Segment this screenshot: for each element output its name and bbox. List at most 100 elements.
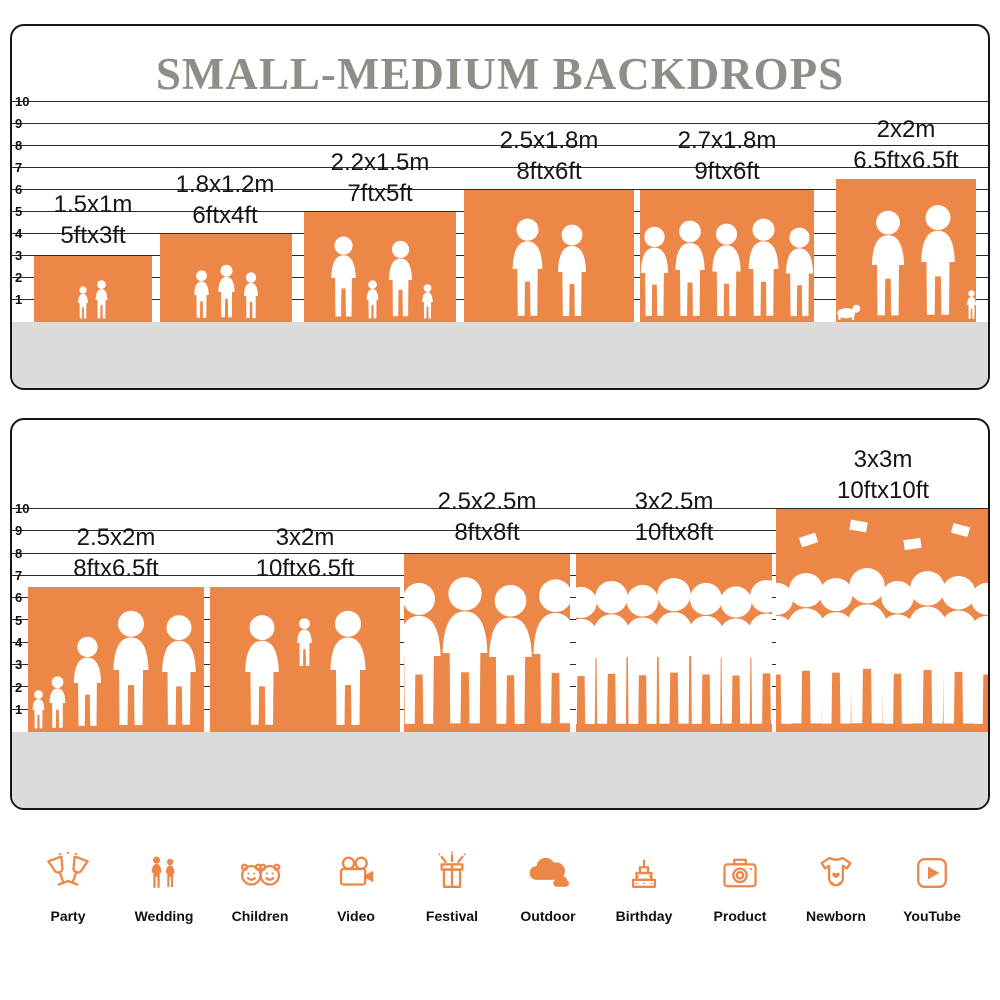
- size-label: 1.5x1m 5ftx3ft: [18, 189, 168, 251]
- person-silhouette: [532, 579, 570, 724]
- backdrop-bar: [160, 234, 292, 322]
- category-label: Wedding: [134, 908, 194, 924]
- size-metric: 3x2.5m: [634, 487, 714, 515]
- page-title: SMALL-MEDIUM BACKDROPS: [155, 49, 845, 99]
- backdrop-bar: [836, 179, 976, 322]
- size-metric: 1.8x1.2m: [175, 170, 275, 198]
- scale-number: 6: [15, 182, 23, 197]
- people-silhouette: [836, 204, 976, 320]
- scale-number: 8: [15, 546, 23, 561]
- person-silhouette: [965, 582, 988, 724]
- size-feet: 5ftx3ft: [60, 221, 126, 249]
- category-label: Outdoor: [520, 908, 576, 924]
- backdrop-bar: [576, 554, 772, 732]
- graduation-cap-icon: [798, 532, 819, 548]
- dog-silhouette: [836, 304, 860, 320]
- person-silhouette: [330, 610, 365, 725]
- people-silhouette: [212, 610, 398, 730]
- person-silhouette: [366, 280, 378, 319]
- person-silhouette: [421, 284, 433, 319]
- size-metric: 2.5x2m: [76, 523, 156, 551]
- gridline: [12, 530, 988, 531]
- category-newborn: Newborn: [792, 838, 880, 924]
- category-label: YouTube: [903, 908, 961, 924]
- size-feet: 6ftx4ft: [192, 201, 258, 229]
- scale-number: 3: [15, 657, 23, 672]
- gridline: [12, 189, 988, 190]
- person-silhouette: [113, 610, 148, 725]
- person-silhouette: [512, 218, 543, 316]
- category-festival: Festival: [408, 838, 496, 924]
- gridline: [12, 123, 988, 124]
- people-silhouette: [36, 280, 150, 320]
- people-silhouette: [776, 567, 988, 730]
- scale-number: 6: [15, 590, 23, 605]
- person-silhouette: [95, 280, 108, 319]
- category-label: Children: [231, 908, 289, 924]
- size-metric: 2.5x1.8m: [499, 126, 599, 154]
- children-faces-icon: [237, 838, 283, 896]
- backdrop-bar: [464, 190, 634, 322]
- category-party: Party: [24, 838, 112, 924]
- size-feet: 8ftx6ft: [516, 157, 582, 185]
- gridline: [12, 553, 988, 554]
- product-camera-icon: [717, 838, 763, 896]
- size-label: 2.5x1.8m 8ftx6ft: [444, 125, 654, 187]
- newborn-onesie-icon: [813, 838, 859, 896]
- youtube-play-icon: [909, 838, 955, 896]
- lifted-child-silhouette: [296, 618, 312, 666]
- scale-number: 7: [15, 160, 23, 175]
- size-label: 1.8x1.2m 6ftx4ft: [125, 169, 325, 231]
- size-label: 2x2m 6.5ftx6.5ft: [806, 114, 988, 176]
- person-silhouette: [743, 579, 772, 724]
- people-silhouette: [306, 236, 454, 320]
- category-label: Newborn: [806, 908, 866, 924]
- scale-number: 4: [15, 226, 23, 241]
- party-glasses-icon: [45, 838, 91, 896]
- person-silhouette: [920, 205, 955, 315]
- category-birthday: Birthday: [600, 838, 688, 924]
- wedding-couple-icon: [142, 838, 186, 896]
- size-metric: 2.5x2.5m: [437, 487, 537, 515]
- scale-number: 7: [15, 568, 23, 583]
- category-youtube: YouTube: [888, 838, 976, 924]
- floor-strip: [12, 732, 988, 808]
- graduation-cap-icon: [849, 519, 868, 533]
- size-metric: 2x2m: [876, 115, 936, 143]
- panel-small-medium: SMALL-MEDIUM BACKDROPS 10 9 8 7 6 5 4 3 …: [10, 24, 990, 390]
- backdrop-bar: [404, 554, 570, 732]
- person-silhouette: [244, 615, 279, 725]
- size-metric: 1.5x1m: [53, 190, 133, 218]
- video-camera-icon: [333, 838, 379, 896]
- person-silhouette: [49, 676, 65, 728]
- category-label: Video: [337, 908, 375, 924]
- size-label: 2.5x2.5m 8ftx8ft: [382, 486, 592, 548]
- scale-number: 8: [15, 138, 23, 153]
- scale-number: 2: [15, 680, 23, 695]
- gridline: [12, 167, 988, 168]
- festival-gift-icon: [429, 838, 475, 896]
- size-label: 3x3m 10ftx10ft: [777, 444, 988, 506]
- scale-number: 9: [15, 116, 23, 131]
- panel-large: 10 9 8 7 6 5 4 3 2 1 2.5x2m 8ftx6.5ft 3x…: [10, 418, 990, 810]
- person-silhouette: [748, 218, 779, 316]
- scale-number: 3: [15, 248, 23, 263]
- gridline: [12, 101, 988, 102]
- size-feet: 7ftx5ft: [347, 179, 413, 207]
- person-silhouette: [712, 223, 741, 316]
- person-silhouette: [675, 220, 705, 316]
- size-label: 3x2m 10ftx6.5ft: [195, 522, 415, 584]
- size-feet: 6.5ftx6.5ft: [853, 146, 959, 174]
- size-feet: 10ftx8ft: [634, 518, 714, 546]
- size-feet: 8ftx6.5ft: [73, 554, 159, 582]
- scale-number: 2: [15, 270, 23, 285]
- person-silhouette: [785, 227, 814, 317]
- scale-number: 9: [15, 523, 23, 538]
- gridline: [12, 145, 988, 146]
- birthday-cake-icon: [621, 838, 667, 896]
- size-label: 2.2x1.5m 7ftx5ft: [300, 147, 460, 209]
- person-silhouette: [330, 236, 356, 317]
- backdrop-bar: [34, 256, 152, 322]
- people-silhouette: [576, 577, 772, 730]
- person-silhouette: [161, 615, 196, 725]
